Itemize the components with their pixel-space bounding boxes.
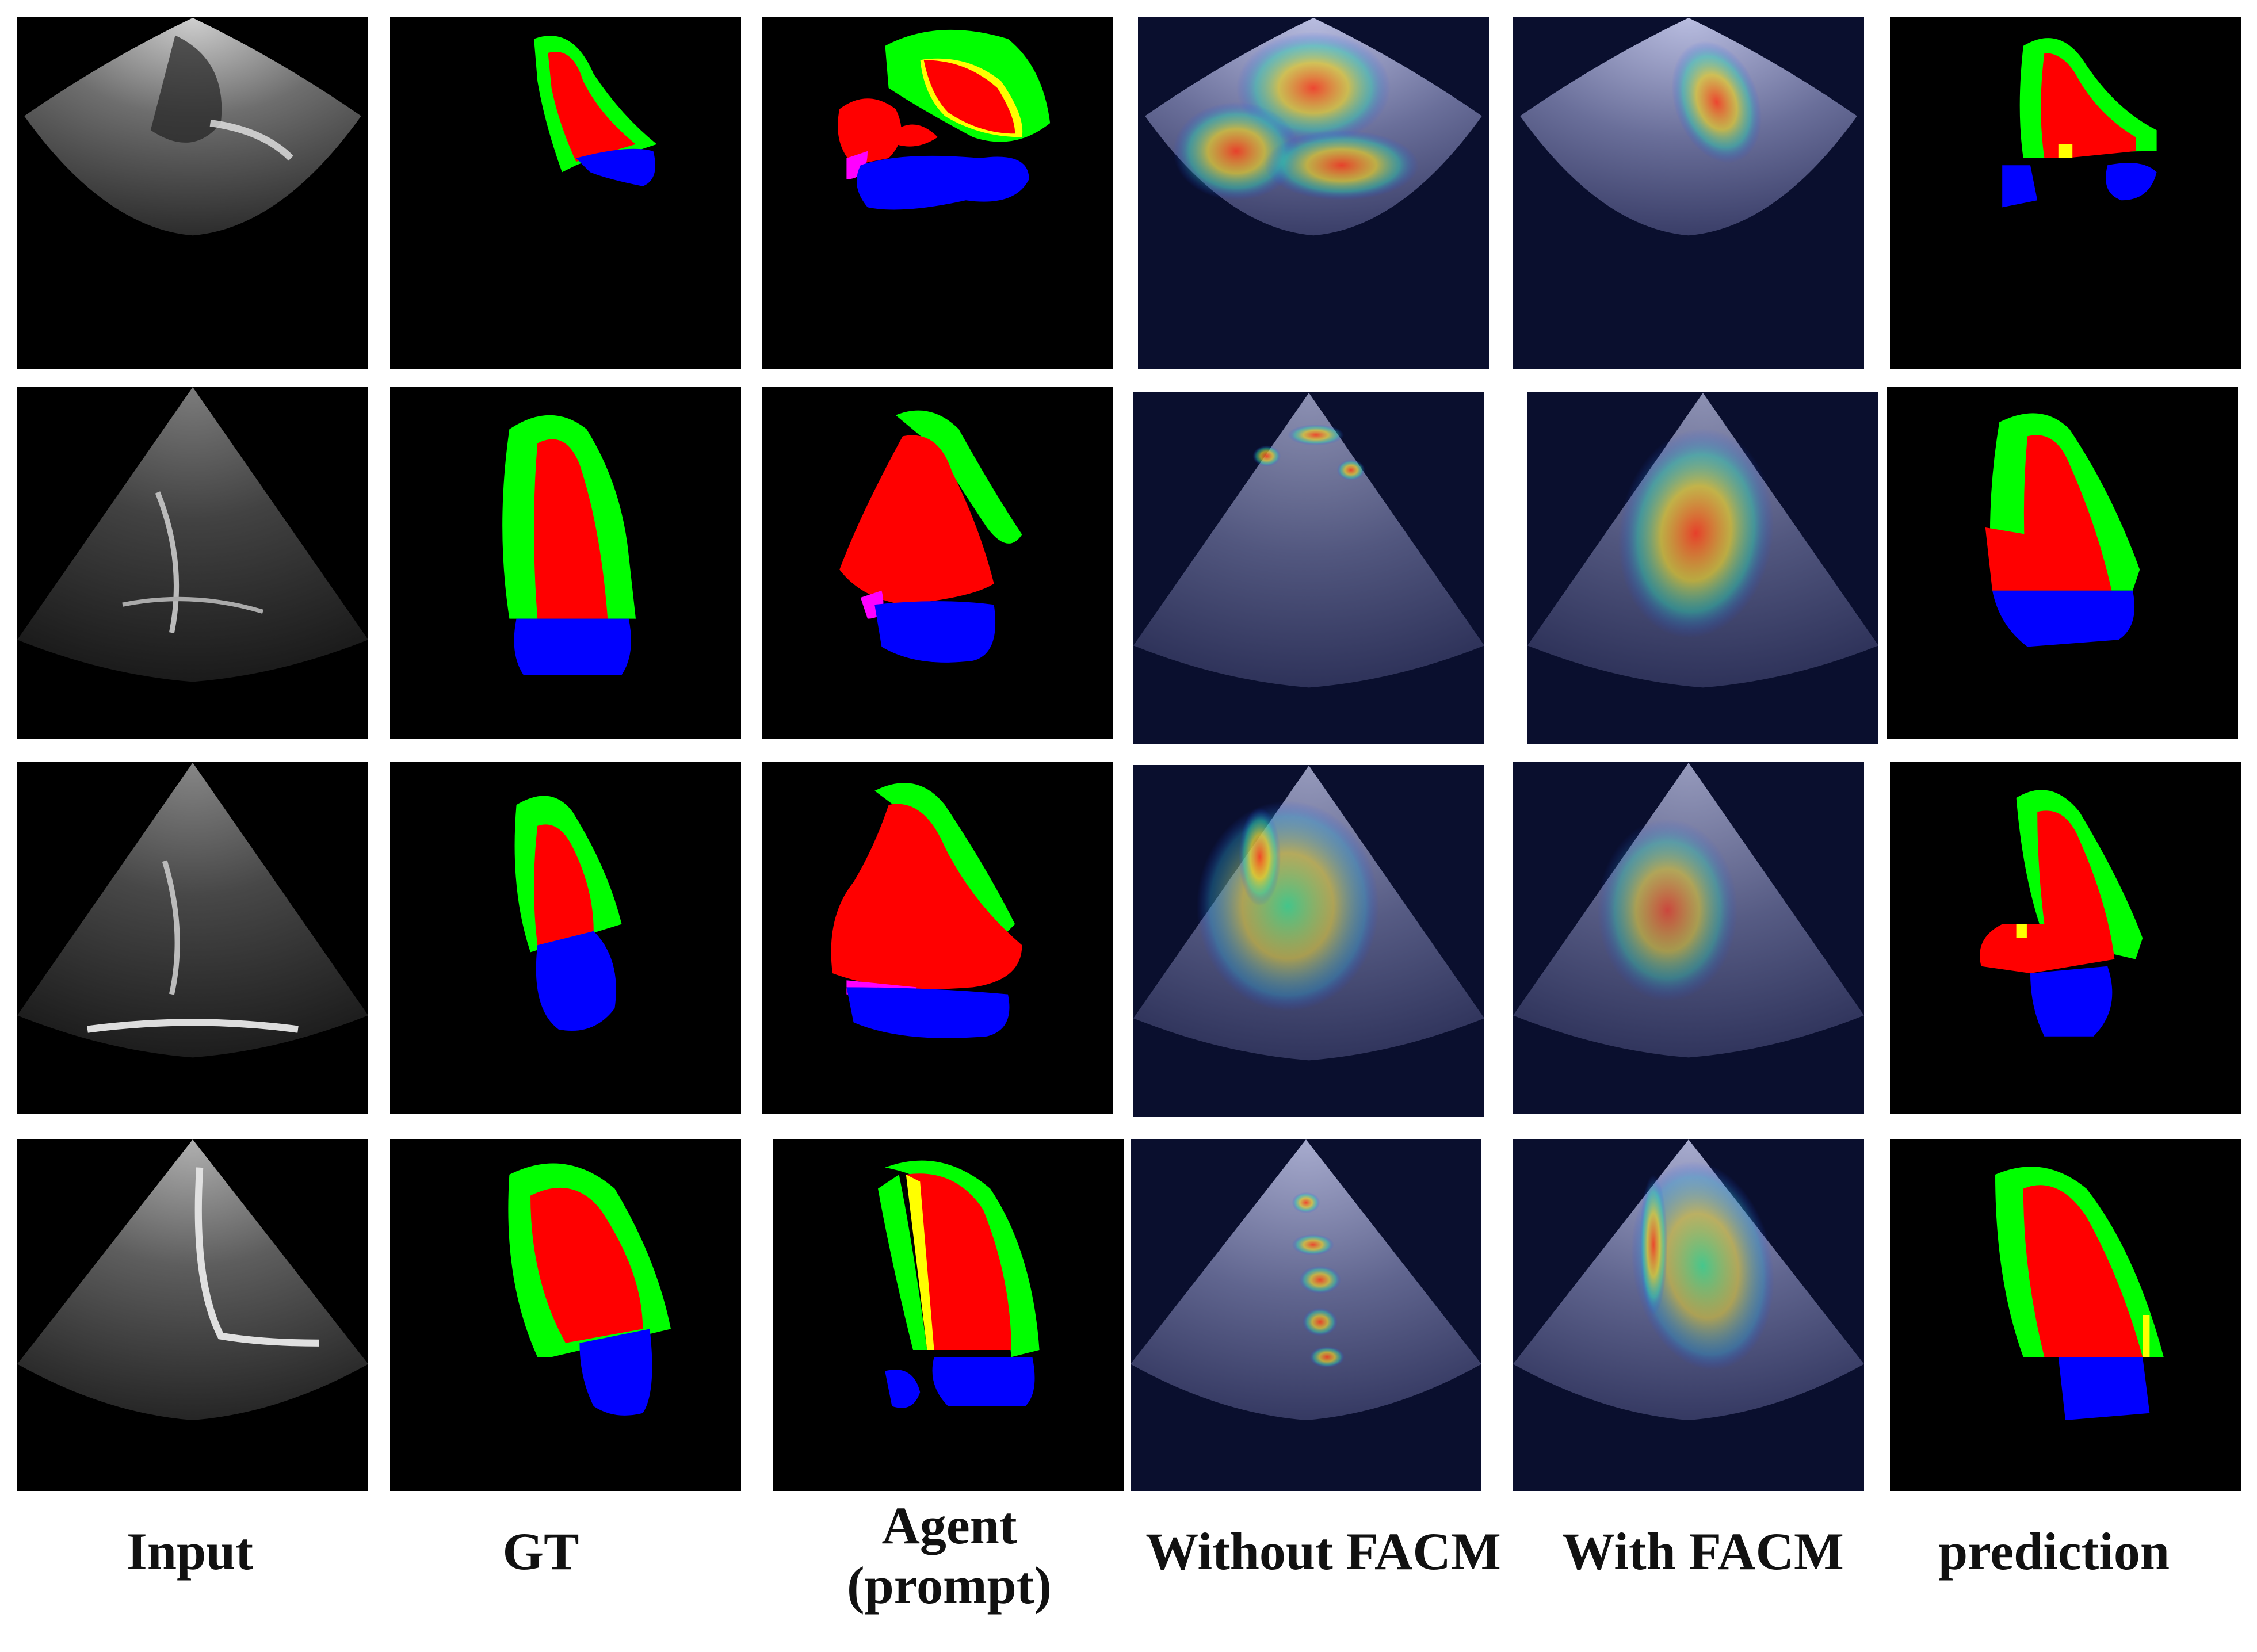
row1-without-facm-heatmap [1138, 17, 1489, 369]
row1-gt-mask [390, 17, 741, 369]
label-agent: Agent (prompt) [765, 1496, 1133, 1615]
label-prediction: prediction [1938, 1522, 2170, 1581]
row2-gt-mask [390, 387, 741, 739]
row2-without-facm-heatmap [1133, 392, 1484, 744]
label-gt: GT [502, 1522, 579, 1581]
row4-with-facm-heatmap [1513, 1139, 1864, 1491]
row1-with-facm-heatmap [1513, 17, 1864, 369]
row1-input-image [17, 17, 368, 369]
row4-prediction-mask [1890, 1139, 2241, 1491]
row4-agent-mask [773, 1139, 1124, 1491]
row3-gt-mask [390, 762, 741, 1114]
row3-without-facm-heatmap [1133, 765, 1484, 1117]
row4-without-facm-heatmap [1131, 1139, 1481, 1491]
label-agent-line1: Agent [881, 1496, 1017, 1555]
row2-prediction-mask [1887, 387, 2238, 739]
row3-input-image [17, 762, 368, 1114]
row2-agent-mask [762, 387, 1113, 739]
row3-agent-mask [762, 762, 1113, 1114]
row2-input-image [17, 387, 368, 739]
label-without-facm: Without FACM [1145, 1522, 1501, 1581]
label-agent-line2: (prompt) [846, 1556, 1052, 1615]
label-with-facm: With FACM [1562, 1522, 1844, 1581]
row4-gt-mask [390, 1139, 741, 1491]
row3-with-facm-heatmap [1513, 762, 1864, 1114]
row1-agent-mask [762, 17, 1113, 369]
label-input: Input [127, 1522, 253, 1581]
row3-prediction-mask [1890, 762, 2241, 1114]
row1-prediction-mask [1890, 17, 2241, 369]
row4-input-image [17, 1139, 368, 1491]
row2-with-facm-heatmap [1527, 392, 1878, 744]
